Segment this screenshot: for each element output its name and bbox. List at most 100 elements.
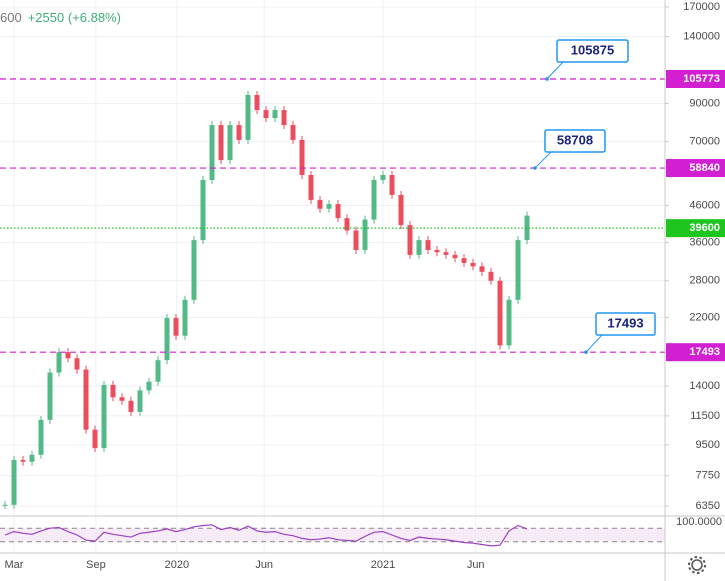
x-tick-label: Mar (5, 559, 24, 571)
candle (218, 125, 224, 161)
candle (425, 240, 431, 250)
rsi-label: 100.0000 (676, 516, 722, 528)
level-label: 58840 (689, 162, 720, 174)
y-tick-label: 14000 (689, 380, 720, 392)
y-tick-label: 6350 (696, 500, 720, 512)
candle (164, 318, 170, 361)
candle (236, 125, 242, 140)
level-label-box (666, 343, 725, 362)
candle (155, 360, 161, 382)
level-label: 17493 (689, 346, 720, 358)
candle (200, 179, 206, 241)
callout-pointer (534, 151, 552, 169)
candle (20, 459, 26, 462)
candle (92, 429, 98, 449)
callout-anchor (533, 166, 537, 170)
axis: 170000 140000 90000 70000 46000 36000 28000 220… (5, 1, 725, 571)
plot: 105875 58708 17493 (0, 39, 665, 547)
settings-icon[interactable] (688, 556, 706, 574)
candle (74, 358, 80, 370)
candle (290, 125, 296, 140)
candle (29, 454, 35, 462)
rsi-line (4, 524, 528, 547)
candle (110, 384, 116, 398)
candle (56, 352, 62, 373)
candle (281, 110, 287, 126)
y-tick-label: 90000 (689, 97, 720, 109)
candle (299, 139, 305, 176)
level-label-box (666, 159, 725, 178)
level-label-box (666, 219, 725, 238)
candle (353, 230, 359, 250)
candle (38, 419, 44, 455)
candle (11, 459, 17, 505)
candle (461, 258, 467, 263)
candle (65, 352, 71, 359)
x-tick-label: Jun (255, 559, 273, 571)
candle (128, 400, 134, 412)
candle (83, 369, 89, 430)
y-tick-label: 28000 (689, 275, 720, 287)
candle (263, 110, 269, 119)
x-tick-label: Jun (467, 559, 485, 571)
callout-label: 105875 (571, 42, 614, 57)
header-price: 600 (0, 10, 22, 25)
candle (506, 299, 512, 346)
candle (479, 266, 485, 272)
candle (443, 252, 449, 255)
candle (47, 372, 53, 420)
y-tick-label: 70000 (689, 136, 720, 148)
level-label: 105773 (683, 73, 720, 85)
header-change: +2550 (+6.88%) (28, 10, 121, 25)
callout-box (595, 312, 656, 336)
header: 600 +2550 (+6.88%) (0, 10, 121, 25)
callout-anchor (584, 350, 588, 354)
candle (254, 94, 260, 111)
candle (191, 240, 197, 300)
y-tick-label: 170000 (683, 1, 720, 13)
candle (227, 125, 233, 161)
candle (308, 175, 314, 200)
candle (416, 240, 422, 255)
rsi-band (0, 528, 665, 542)
candle (362, 219, 368, 250)
y-tick-label: 7750 (696, 470, 720, 482)
candle (326, 204, 332, 209)
candle (272, 110, 278, 119)
candle (407, 225, 413, 255)
candle (182, 299, 188, 336)
candle (371, 179, 377, 220)
candle (137, 390, 143, 412)
candle (515, 240, 521, 300)
candle (173, 318, 179, 336)
candle (335, 204, 341, 219)
candle (452, 254, 458, 259)
candle (146, 381, 152, 391)
x-tick-label: Sep (86, 559, 106, 571)
y-tick-label: 140000 (683, 30, 720, 42)
level-label: 39600 (689, 222, 720, 234)
candle (119, 397, 125, 401)
candle (497, 280, 503, 346)
callout-label: 58708 (557, 132, 593, 147)
callout-pointer (585, 334, 603, 353)
level-label-box (666, 70, 725, 89)
x-tick-label: 2020 (165, 559, 189, 571)
candle (398, 194, 404, 226)
y-tick-label: 22000 (689, 311, 720, 323)
y-tick-label: 9500 (696, 439, 720, 451)
callout-box (544, 129, 606, 153)
candle (470, 262, 476, 267)
callout-label: 17493 (607, 315, 643, 330)
callout-pointer (546, 61, 564, 80)
callout-box (556, 39, 629, 63)
candle (317, 199, 323, 209)
candle (389, 175, 395, 195)
callout-anchor (545, 77, 549, 81)
candle (209, 125, 215, 180)
y-tick-label: 11500 (690, 410, 720, 422)
y-tick-label: 46000 (689, 199, 720, 211)
candle (524, 215, 530, 241)
candle (2, 504, 8, 506)
